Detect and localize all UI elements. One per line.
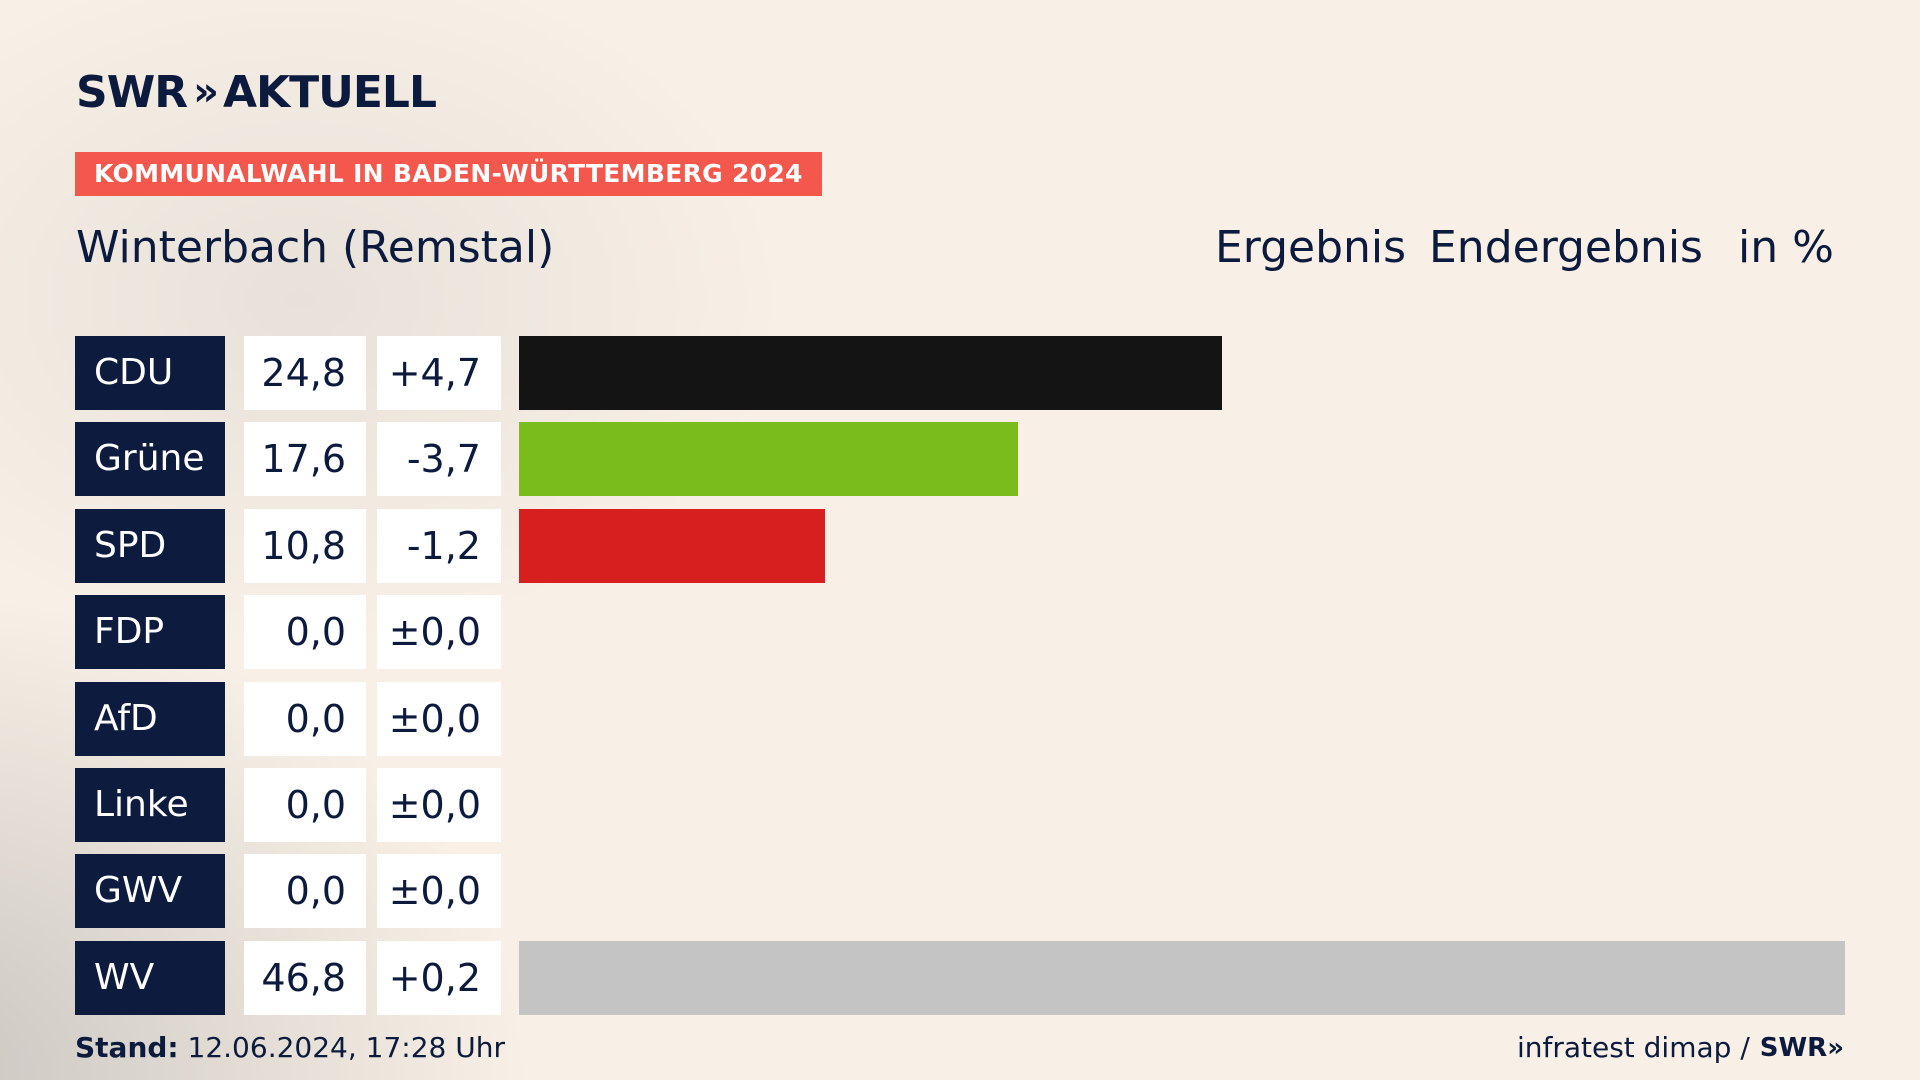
diff-value: ±0,0 (377, 595, 501, 670)
logo-aktuell: AKTUELL (222, 66, 437, 118)
header-unit: in % (1738, 222, 1834, 273)
stand-value: 12.06.2024, 17:28 Uhr (187, 1031, 505, 1064)
result-bar (519, 422, 1018, 497)
result-bar (519, 940, 1845, 1015)
party-row: Grüne 17,6 -3,7 (0, 422, 1920, 497)
party-row: AfD 0,0 ±0,0 (0, 681, 1920, 756)
logo-chevrons-icon: » (193, 69, 219, 115)
header-endergebnis: Endergebnis (1429, 222, 1703, 273)
party-label: WV (75, 940, 225, 1015)
result-value: 0,0 (244, 681, 366, 756)
diff-value: -3,7 (377, 422, 501, 497)
result-value: 17,6 (244, 422, 366, 497)
party-label: FDP (75, 595, 225, 670)
diff-value: +0,2 (377, 940, 501, 1015)
party-label: CDU (75, 336, 225, 410)
party-label: Grüne (75, 422, 225, 497)
swr-aktuell-logo: SWR » AKTUELL (76, 67, 437, 118)
diff-value: +4,7 (377, 336, 501, 410)
party-row: WV 46,8 +0,2 (0, 940, 1920, 1015)
result-value: 0,0 (244, 854, 366, 929)
result-value: 46,8 (244, 940, 366, 1015)
diff-value: ±0,0 (377, 854, 501, 929)
diff-value: ±0,0 (377, 768, 501, 842)
footer-stand: Stand: 12.06.2024, 17:28 Uhr (75, 1031, 505, 1064)
source-text: infratest dimap / (1516, 1031, 1750, 1064)
election-badge: KOMMUNALWAHL IN BADEN-WÜRTTEMBERG 2024 (75, 152, 822, 196)
party-label: GWV (75, 854, 225, 929)
diff-value: -1,2 (377, 508, 501, 583)
party-label: Linke (75, 768, 225, 842)
logo-swr: SWR (76, 66, 188, 118)
party-row: SPD 10,8 -1,2 (0, 508, 1920, 583)
party-row: Linke 0,0 ±0,0 (0, 768, 1920, 842)
party-row: FDP 0,0 ±0,0 (0, 595, 1920, 670)
footer-source: infratest dimap / SWR» (1517, 1031, 1844, 1064)
stand-label: Stand: (75, 1031, 179, 1064)
party-label: SPD (75, 508, 225, 583)
header-ergebnis: Ergebnis (1215, 222, 1407, 273)
page-title: Winterbach (Remstal) (76, 222, 555, 273)
diff-value: ±0,0 (377, 681, 501, 756)
swr-brand-icon: SWR» (1759, 1032, 1844, 1063)
party-row: GWV 0,0 ±0,0 (0, 854, 1920, 929)
party-row: CDU 24,8 +4,7 (0, 336, 1920, 410)
party-label: AfD (75, 681, 225, 756)
result-value: 0,0 (244, 768, 366, 842)
result-value: 10,8 (244, 508, 366, 583)
result-value: 0,0 (244, 595, 366, 670)
result-bar (519, 336, 1222, 410)
result-value: 24,8 (244, 336, 366, 410)
result-bar (519, 508, 825, 583)
